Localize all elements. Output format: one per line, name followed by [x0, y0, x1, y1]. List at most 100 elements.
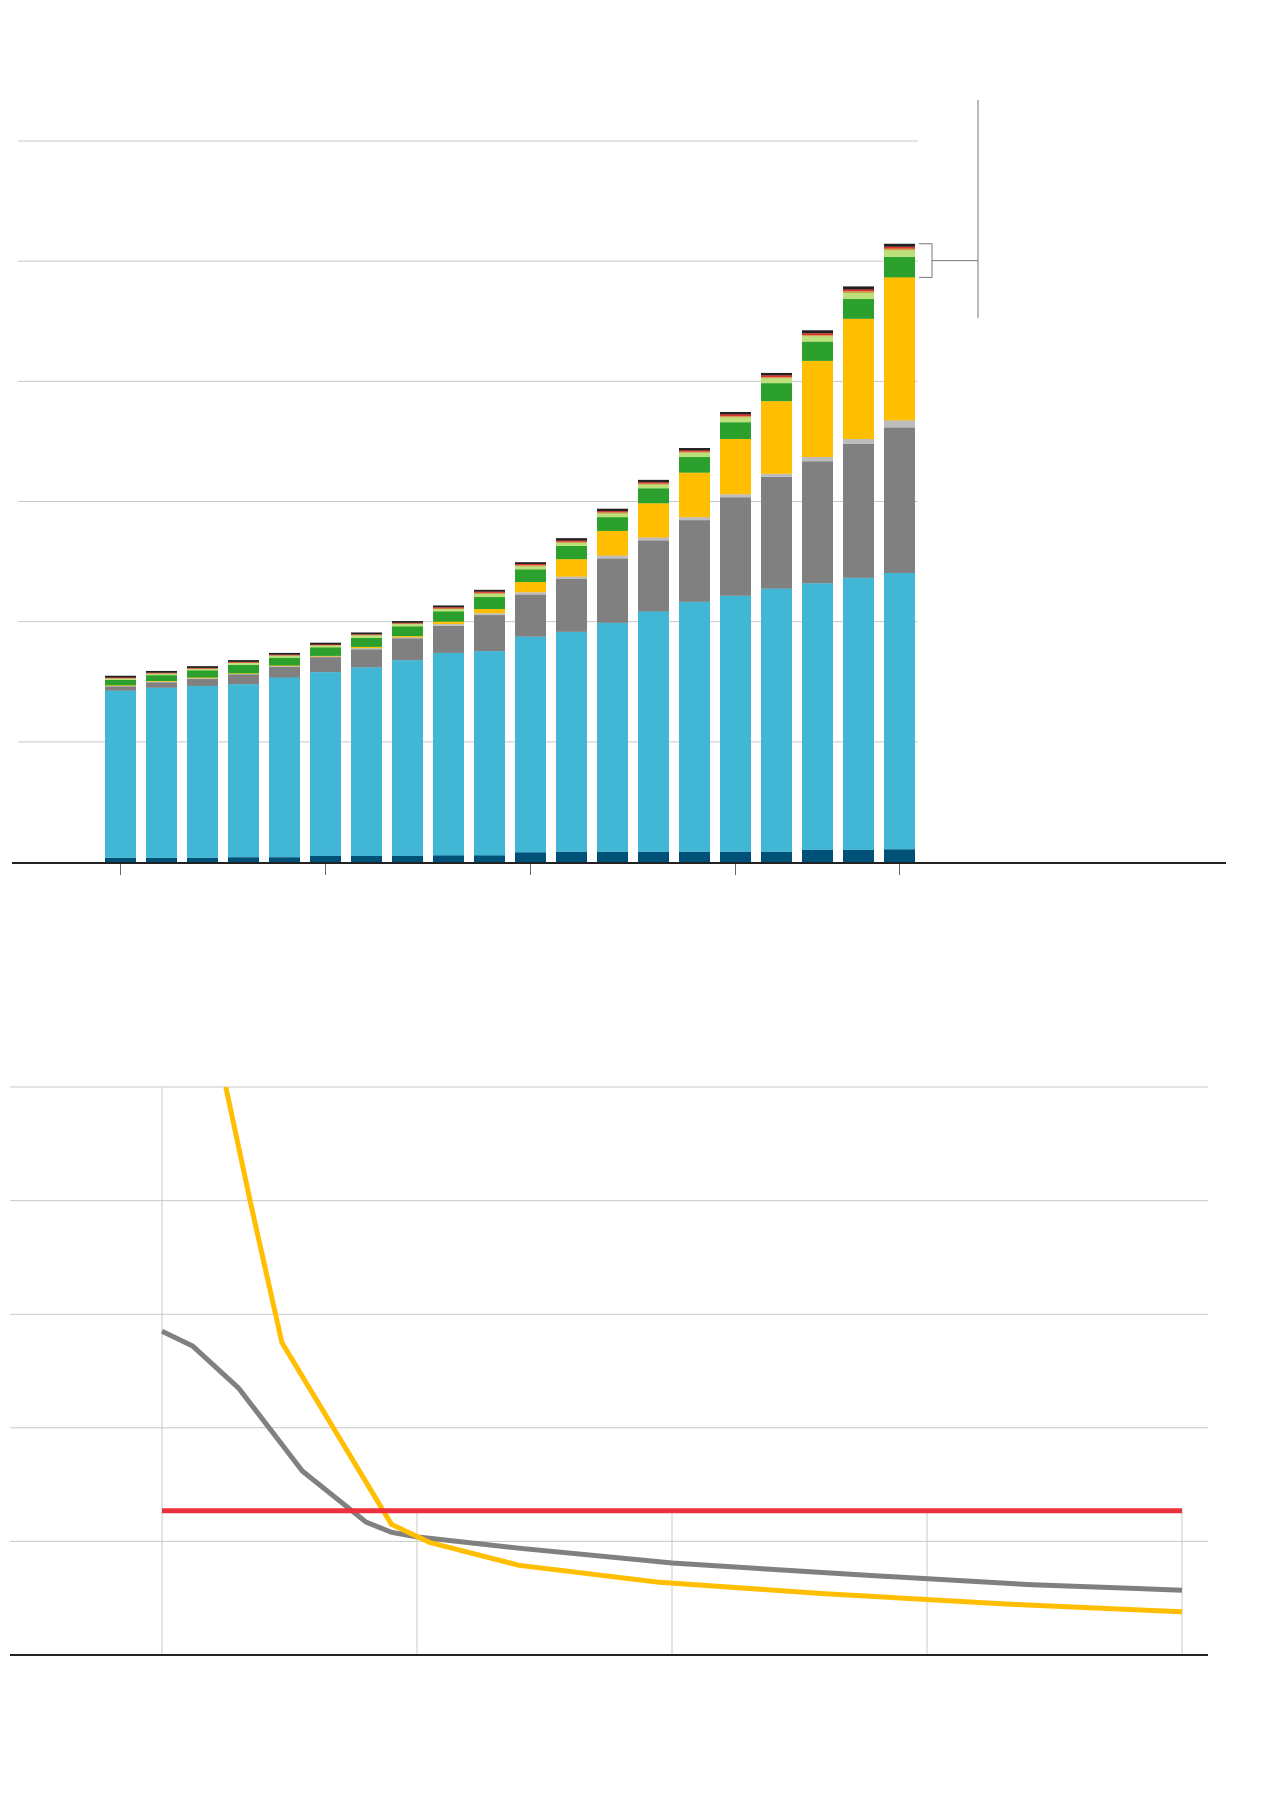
bar-7-segment-9: [392, 621, 423, 623]
bar-9-segment-9: [474, 589, 505, 592]
bar-19-segment-2: [884, 427, 915, 573]
bar-6-segment-0: [351, 855, 382, 862]
bar-1-segment-9: [146, 670, 177, 673]
bar-2-segment-6: [187, 669, 218, 671]
bar-5-segment-3: [310, 656, 341, 658]
bar-9-segment-1: [474, 651, 505, 856]
bar-16-segment-7: [761, 377, 792, 379]
bar-17-segment-2: [802, 461, 833, 584]
bar-13-segment-3: [638, 537, 669, 541]
bar-7-segment-7: [392, 623, 423, 625]
bar-17-segment-5: [802, 341, 833, 361]
bar-11-segment-9: [556, 538, 587, 541]
bar-18-segment-6: [843, 293, 874, 300]
bar-13-segment-2: [638, 540, 669, 612]
bar-11-segment-7: [556, 541, 587, 543]
bar-14-segment-0: [679, 851, 710, 862]
bar-19-segment-7: [884, 248, 915, 251]
bar-4-segment-7: [269, 655, 300, 656]
bar-10-segment-0: [515, 852, 546, 862]
bar-9-segment-4: [474, 609, 505, 614]
bar-14-segment-4: [679, 472, 710, 518]
bar-4-segment-8: [269, 654, 300, 656]
bar-13-segment-7: [638, 483, 669, 485]
bar-3-segment-0: [228, 857, 259, 862]
bar-6-segment-9: [351, 632, 382, 635]
bar-8-segment-2: [433, 625, 464, 653]
bar-3-segment-7: [228, 662, 259, 664]
bar-2-segment-1: [187, 685, 218, 858]
bar-4-segment-4: [269, 665, 300, 667]
bar-18-segment-8: [843, 289, 874, 292]
bar-18-segment-4: [843, 318, 874, 440]
bar-3-segment-5: [228, 664, 259, 674]
bar-13-segment-4: [638, 503, 669, 538]
bar-2-segment-8: [187, 667, 218, 669]
bar-14-segment-7: [679, 451, 710, 453]
bar-10-segment-1: [515, 636, 546, 853]
bar-19-segment-3: [884, 420, 915, 428]
bar-17-segment-1: [802, 583, 833, 850]
bar-8-segment-0: [433, 855, 464, 862]
bar-1-segment-7: [146, 673, 177, 674]
bar-18-segment-2: [843, 443, 874, 578]
bar-6-segment-3: [351, 648, 382, 650]
bar-10-segment-4: [515, 582, 546, 593]
bar-3-segment-3: [228, 673, 259, 675]
bar-15-segment-8: [720, 414, 751, 417]
bar-9-segment-7: [474, 592, 505, 595]
bar-9-segment-2: [474, 615, 505, 652]
bar-9-segment-8: [474, 591, 505, 593]
bar-12-segment-3: [597, 555, 628, 559]
bar-2-segment-9: [187, 666, 218, 668]
bar-5-segment-2: [310, 657, 341, 673]
bar-12-segment-5: [597, 517, 628, 531]
bar-8-segment-1: [433, 652, 464, 856]
line-chart: [10, 1086, 1208, 1656]
bar-6-segment-6: [351, 635, 382, 638]
bar-19-segment-8: [884, 246, 915, 249]
bar-15-segment-7: [720, 416, 751, 418]
bar-17-segment-9: [802, 330, 833, 334]
bar-1-segment-2: [146, 682, 177, 688]
bar-16-segment-2: [761, 476, 792, 589]
bar-15-segment-1: [720, 595, 751, 852]
bar-15-segment-0: [720, 851, 751, 862]
bar-15-segment-2: [720, 497, 751, 596]
bar-12-segment-2: [597, 558, 628, 623]
bar-8-segment-5: [433, 611, 464, 622]
bar-4-segment-3: [269, 666, 300, 667]
bar-11-segment-5: [556, 545, 587, 560]
bar-1-segment-8: [146, 672, 177, 674]
bar-1-segment-5: [146, 675, 177, 682]
bar-6-segment-2: [351, 649, 382, 668]
bar-7-segment-2: [392, 638, 423, 661]
bar-5-segment-5: [310, 647, 341, 656]
bar-0-segment-3: [105, 685, 136, 687]
bar-11-segment-3: [556, 576, 587, 580]
bar-5-segment-4: [310, 655, 341, 657]
bar-16-segment-9: [761, 372, 792, 376]
bar-6-segment-7: [351, 634, 382, 636]
bar-2-segment-3: [187, 678, 218, 679]
bar-5-segment-8: [310, 644, 341, 646]
bar-8-segment-3: [433, 624, 464, 626]
bar-5-segment-6: [310, 645, 341, 648]
callout-bracket: [919, 243, 933, 278]
series-line-0: [160, 1328, 1183, 1593]
bar-13-segment-9: [638, 479, 669, 483]
bar-0-segment-0: [105, 857, 136, 862]
bar-10-segment-8: [515, 563, 546, 566]
bar-18-segment-5: [843, 299, 874, 319]
bar-0-segment-7: [105, 678, 136, 679]
bar-4-segment-5: [269, 657, 300, 666]
series-line-1: [223, 1087, 1183, 1615]
bar-4-segment-1: [269, 677, 300, 858]
bar-10-segment-2: [515, 594, 546, 637]
bar-8-segment-4: [433, 621, 464, 625]
bar-1-segment-6: [146, 673, 177, 676]
bar-7-segment-5: [392, 626, 423, 637]
bar-5-segment-0: [310, 855, 341, 862]
bar-12-segment-1: [597, 622, 628, 852]
